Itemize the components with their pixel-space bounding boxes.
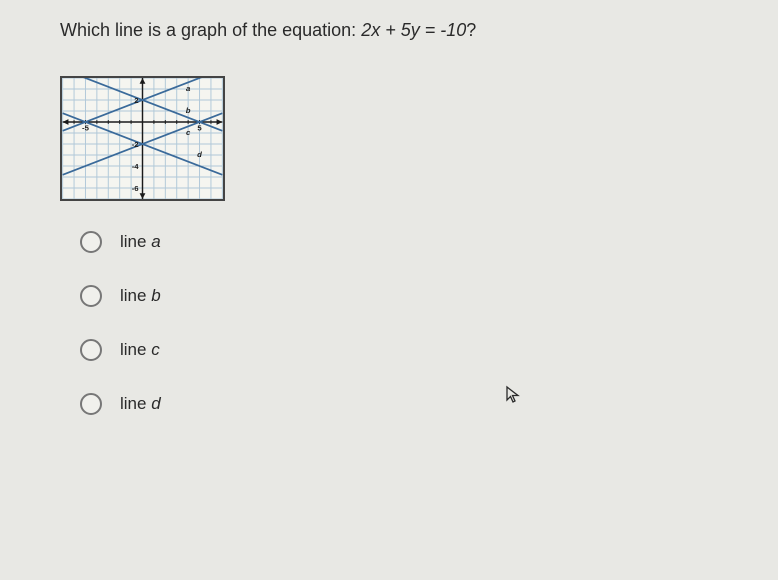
svg-text:c: c [186, 128, 191, 137]
radio-icon[interactable] [80, 339, 102, 361]
svg-text:-2: -2 [132, 140, 139, 149]
svg-text:5: 5 [197, 124, 202, 133]
question-equation: 2x + 5y = -10 [361, 20, 466, 40]
radio-icon[interactable] [80, 285, 102, 307]
radio-icon[interactable] [80, 393, 102, 415]
svg-text:2: 2 [134, 96, 138, 105]
cursor-icon [505, 385, 523, 408]
option-label-c: line c [120, 340, 160, 360]
option-label-a: line a [120, 232, 161, 252]
graph-svg: a b c d -5 5 2 -2 -4 -6 [62, 78, 223, 199]
svg-text:a: a [186, 84, 191, 93]
svg-text:-6: -6 [132, 184, 140, 193]
option-d[interactable]: line d [80, 393, 718, 415]
radio-icon[interactable] [80, 231, 102, 253]
svg-text:d: d [197, 150, 202, 159]
question-prefix: Which line is a graph of the equation: [60, 20, 361, 40]
svg-text:b: b [186, 106, 191, 115]
answer-options: line a line b line c line d [80, 231, 718, 415]
option-label-b: line b [120, 286, 161, 306]
graph-figure: a b c d -5 5 2 -2 -4 -6 [60, 76, 225, 201]
svg-text:-4: -4 [132, 162, 140, 171]
question-text: Which line is a graph of the equation: 2… [60, 20, 718, 41]
svg-text:-5: -5 [82, 124, 90, 133]
option-label-d: line d [120, 394, 161, 414]
option-b[interactable]: line b [80, 285, 718, 307]
question-suffix: ? [466, 20, 476, 40]
option-a[interactable]: line a [80, 231, 718, 253]
option-c[interactable]: line c [80, 339, 718, 361]
